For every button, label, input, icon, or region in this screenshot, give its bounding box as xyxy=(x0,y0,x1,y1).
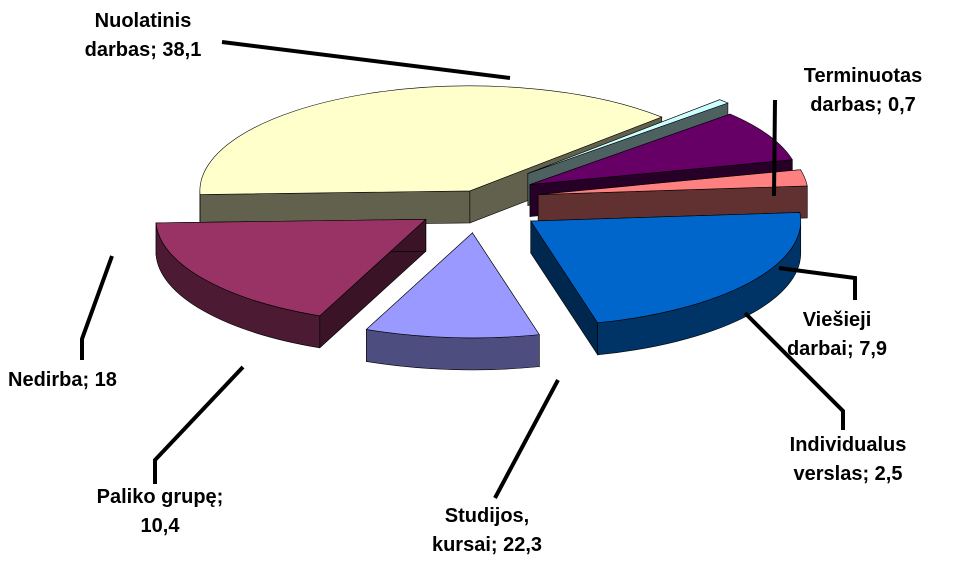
label-terminuotas-darbas: Terminuotas darbas; 0,7 xyxy=(803,65,923,116)
label-studijos-kursai: Studijos, kursai; 22,3 xyxy=(431,505,543,556)
slice-nuolatinis-darbas xyxy=(199,85,663,195)
leader-line-nedirba xyxy=(80,255,114,360)
label-paliko-grupe: Paliko grupę; 10,4 xyxy=(96,486,224,537)
slice-viešieji-darbai xyxy=(529,113,793,185)
label-viesieji-darbai: Viešieji darbai; 7,9 xyxy=(786,309,888,360)
label-nedirba: Nedirba; 18 xyxy=(8,369,117,391)
leader-line-terminuotas xyxy=(772,99,777,197)
label-nuolatinis-darbas: Nuolatinis darbas; 38,1 xyxy=(84,10,202,61)
slice-terminuotas-darbas xyxy=(527,99,729,174)
label-individualus-verslas: Individualus verslas; 2,5 xyxy=(789,434,907,485)
slice-paliko-grupę xyxy=(365,232,540,339)
leader-line-individualus xyxy=(743,311,845,430)
slice-individualus-verslas xyxy=(538,169,808,195)
leader-line-nuolatinis xyxy=(221,40,511,80)
slice-studijos-kursai xyxy=(530,212,802,324)
leader-line-paliko xyxy=(153,365,245,484)
leader-line-viesieji xyxy=(778,266,857,300)
pie-top-faces xyxy=(155,85,808,339)
leader-lines xyxy=(80,40,857,499)
slice-nedirba xyxy=(155,218,427,317)
leader-line-studijos xyxy=(493,379,560,499)
